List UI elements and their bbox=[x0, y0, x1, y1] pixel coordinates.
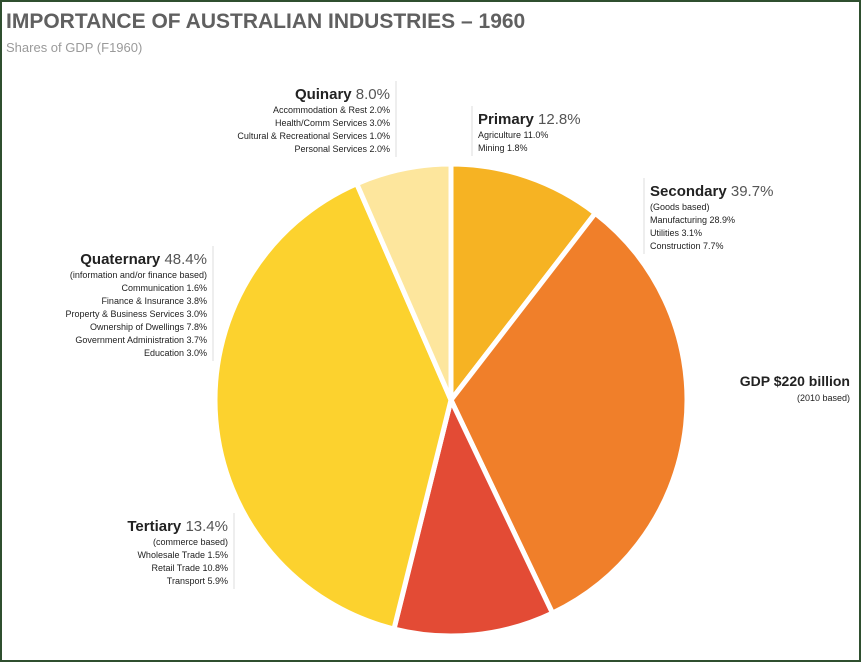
slice-item: Communication 1.6% bbox=[121, 283, 207, 293]
center-note: (2010 based) bbox=[797, 393, 850, 403]
slice-item: Finance & Insurance 3.8% bbox=[101, 296, 207, 306]
chart-title: IMPORTANCE OF AUSTRALIAN INDUSTRIES – 19… bbox=[6, 10, 525, 33]
slice-label: Secondary 39.7% bbox=[650, 183, 773, 200]
slice-value-label: 12.8% bbox=[538, 111, 581, 128]
slice-label: Tertiary 13.4% bbox=[127, 518, 228, 535]
slice-value-label: 48.4% bbox=[164, 251, 207, 268]
slice-name: Tertiary bbox=[127, 518, 182, 535]
slice-value-label: 13.4% bbox=[185, 518, 228, 535]
slice-name: Quaternary bbox=[80, 251, 161, 268]
slice-note: (information and/or finance based) bbox=[70, 270, 207, 280]
slice-item: Manufacturing 28.9% bbox=[650, 215, 735, 225]
slice-item: Utilities 3.1% bbox=[650, 228, 702, 238]
slice-item: Education 3.0% bbox=[144, 348, 207, 358]
pie-slice bbox=[448, 209, 690, 617]
slice-label: Quinary 8.0% bbox=[295, 86, 390, 103]
slice-label: Primary 12.8% bbox=[478, 111, 581, 128]
slice-item: Construction 7.7% bbox=[650, 241, 724, 251]
slice-item: Personal Services 2.0% bbox=[294, 144, 390, 154]
slice-value-label: 8.0% bbox=[356, 86, 390, 103]
pie-slice bbox=[212, 180, 454, 633]
slice-item: Accommodation & Rest 2.0% bbox=[273, 105, 390, 115]
slice-note: (Goods based) bbox=[650, 202, 710, 212]
pie-slice bbox=[390, 392, 556, 639]
slice-name: Secondary bbox=[650, 183, 727, 200]
slice-item: Retail Trade 10.8% bbox=[151, 563, 228, 573]
slice-item: Agriculture 11.0% bbox=[478, 130, 548, 140]
chart-subtitle: Shares of GDP (F1960) bbox=[6, 40, 142, 55]
slice-item: Ownership of Dwellings 7.8% bbox=[90, 322, 207, 332]
slice-name: Primary bbox=[478, 111, 535, 128]
slice-item: Cultural & Recreational Services 1.0% bbox=[237, 131, 390, 141]
slice-item: Mining 1.8% bbox=[478, 143, 528, 153]
slice-item: Health/Comm Services 3.0% bbox=[275, 118, 390, 128]
slice-value-label: 39.7% bbox=[731, 183, 774, 200]
slice-item: Wholesale Trade 1.5% bbox=[137, 550, 228, 560]
slice-item: Property & Business Services 3.0% bbox=[65, 309, 207, 319]
pie-slice bbox=[353, 161, 454, 401]
slice-item: Transport 5.9% bbox=[167, 576, 228, 586]
slice-item: Government Administration 3.7% bbox=[75, 335, 207, 345]
slice-name: Quinary bbox=[295, 86, 352, 103]
center-label: GDP $220 billion bbox=[740, 373, 850, 389]
slice-note: (commerce based) bbox=[153, 537, 228, 547]
slice-label: Quaternary 48.4% bbox=[80, 251, 207, 268]
pie-slice bbox=[448, 161, 599, 408]
